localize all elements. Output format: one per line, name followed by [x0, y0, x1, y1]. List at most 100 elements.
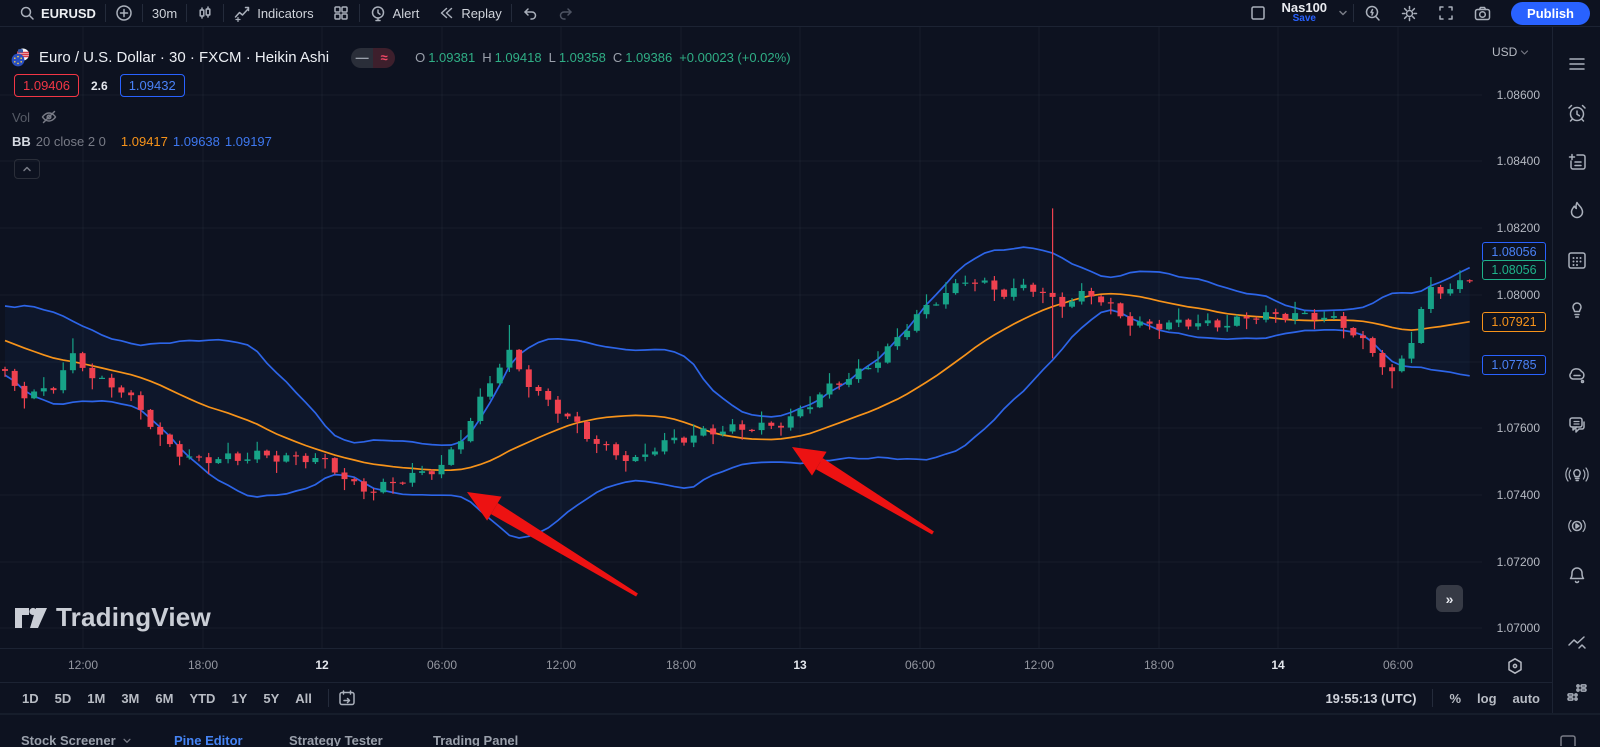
buy-price-button[interactable]: 1.09432 [119, 74, 185, 97]
sell-price-button[interactable]: 1.09406 [14, 74, 79, 97]
sidebar-item-data-window[interactable] [1564, 631, 1590, 655]
high-value: 1.09418 [494, 50, 542, 65]
range-button-6m[interactable]: 6M [155, 690, 174, 706]
publish-button[interactable]: Publish [1511, 1, 1590, 25]
chevron-down-icon [123, 738, 131, 743]
chevron-up-icon [23, 166, 31, 172]
legend-collapse-button[interactable] [14, 159, 40, 179]
hide-marks-icon[interactable]: — [351, 47, 374, 68]
range-button-ytd[interactable]: YTD [189, 690, 216, 706]
indicators-label: Indicators [257, 5, 314, 21]
range-button-3m[interactable]: 3M [121, 690, 140, 706]
auto-scale-button[interactable]: auto [1512, 690, 1540, 706]
sidebar-item-dom[interactable] [1564, 680, 1590, 704]
hotlists-icon [1570, 201, 1583, 219]
symbol-name: EURUSD [41, 5, 96, 21]
spread-value: 2.6 [91, 78, 108, 93]
chart-title[interactable]: Euro / U.S. Dollar · 30 · FXCM · Heikin … [39, 49, 330, 66]
currency-selector[interactable]: USD [1492, 45, 1529, 59]
sidebar-item-hotlists[interactable] [1564, 199, 1590, 223]
settings-button[interactable] [1391, 0, 1428, 26]
date-ranges: 1D 5D 1M 3M 6M YTD 1Y 5Y All [14, 688, 357, 709]
bb-indicator-name[interactable]: BB [12, 134, 31, 149]
layout-menu-button[interactable] [1333, 0, 1353, 26]
redo-button[interactable] [548, 0, 584, 26]
time-axis[interactable]: 12:00 18:00 12 06:00 12:00 18:00 13 06:00 12:00 1… [0, 648, 1552, 682]
right-sidebar [1552, 27, 1600, 713]
calendar-goto-icon[interactable] [337, 688, 357, 708]
sidebar-item-watchlist[interactable] [1564, 52, 1590, 76]
tab-stock-screener[interactable]: Stock Screener [21, 733, 132, 746]
timezone-settings-icon[interactable] [1505, 656, 1525, 676]
tab-trading-panel[interactable]: Trading Panel [433, 733, 519, 746]
annotation-arrow[interactable] [491, 503, 638, 597]
minds-icon [1568, 368, 1585, 384]
sidebar-item-streams[interactable] [1564, 513, 1590, 539]
range-button-all[interactable]: All [295, 690, 312, 706]
panel-toggle-icon[interactable] [1558, 733, 1578, 746]
divider [186, 4, 188, 22]
sidebar-item-calendar[interactable] [1564, 248, 1590, 272]
sidebar-item-alerts[interactable] [1564, 101, 1590, 125]
annotation-arrow[interactable] [815, 458, 934, 535]
tab-pine-editor[interactable]: Pine Editor [174, 733, 243, 746]
sidebar-item-ideas[interactable] [1564, 297, 1590, 321]
price-label-lower-band: 1.07785 [1482, 355, 1546, 375]
panel-layout-button[interactable] [1240, 0, 1276, 26]
replay-button[interactable]: Replay [428, 0, 510, 26]
chart-area[interactable]: Euro / U.S. Dollar · 30 · FXCM · Heikin … [0, 27, 1552, 648]
alert-button[interactable]: Alert [360, 0, 429, 26]
search-icon [20, 6, 34, 20]
fullscreen-button[interactable] [1428, 0, 1464, 26]
layout-templates-button[interactable] [323, 0, 359, 26]
chart-canvas[interactable] [0, 27, 1552, 648]
time-tick-label: 13 [793, 658, 807, 672]
fullscreen-icon [1439, 6, 1453, 20]
range-button-1m[interactable]: 1M [87, 690, 106, 706]
time-tick-label: 18:00 [187, 658, 219, 672]
sidebar-item-minds[interactable] [1564, 364, 1590, 388]
sidebar-item-chats[interactable] [1564, 413, 1590, 437]
chart-style-button[interactable] [187, 0, 223, 26]
settings-gear-icon [1401, 5, 1418, 21]
layout-name-button[interactable]: Nas100 Save [1276, 1, 1334, 24]
symbol-search-button[interactable]: EURUSD [10, 0, 105, 26]
camera-icon [1474, 6, 1491, 20]
annotation-arrow-head[interactable] [467, 492, 502, 521]
sidebar-item-notifications[interactable] [1564, 564, 1590, 588]
range-button-1d[interactable]: 1D [22, 690, 39, 706]
indicators-button[interactable]: Indicators [224, 0, 322, 26]
range-button-1y[interactable]: 1Y [231, 690, 248, 706]
quick-search-button[interactable] [1354, 0, 1391, 26]
compare-button[interactable] [106, 0, 142, 26]
volume-label: Vol [12, 109, 31, 125]
clock-utc[interactable]: 19:55:13 (UTC) [1325, 690, 1417, 706]
redo-icon [559, 8, 572, 20]
ideas-icon [1571, 302, 1582, 318]
alerts-icon [1567, 104, 1586, 122]
watchlist-icon [1568, 58, 1585, 70]
expand-panel-button[interactable]: » [1436, 585, 1463, 612]
tab-strategy-tester[interactable]: Strategy Tester [289, 733, 383, 746]
save-label[interactable]: Save [1292, 13, 1316, 24]
divider [358, 4, 360, 22]
sidebar-item-notes[interactable] [1564, 150, 1590, 174]
snapshot-button[interactable] [1464, 0, 1501, 26]
time-tick-label: 12:00 [67, 658, 99, 672]
log-scale-button[interactable]: log [1477, 690, 1497, 706]
marks-toggle[interactable]: — ≈ [351, 47, 396, 68]
wave-marks-icon[interactable]: ≈ [373, 47, 396, 68]
sidebar-item-live-ideas[interactable] [1564, 462, 1590, 488]
chevron-down-icon [1339, 10, 1347, 16]
bb-params: 20 close 2 0 [35, 134, 106, 149]
price-axis[interactable]: USD 1.08600 1.08400 1.08200 1.08000 1.07600 1… [1482, 27, 1552, 648]
annotation-arrow-head[interactable] [792, 447, 827, 476]
divider [1353, 4, 1355, 22]
range-button-5y[interactable]: 5Y [263, 690, 280, 706]
time-tick-label: 06:00 [1382, 658, 1414, 672]
interval-button[interactable]: 30m [143, 0, 186, 26]
percent-scale-button[interactable]: % [1449, 690, 1462, 706]
eye-hidden-icon[interactable] [40, 108, 58, 126]
undo-button[interactable] [512, 0, 548, 26]
range-button-5d[interactable]: 5D [54, 690, 72, 706]
